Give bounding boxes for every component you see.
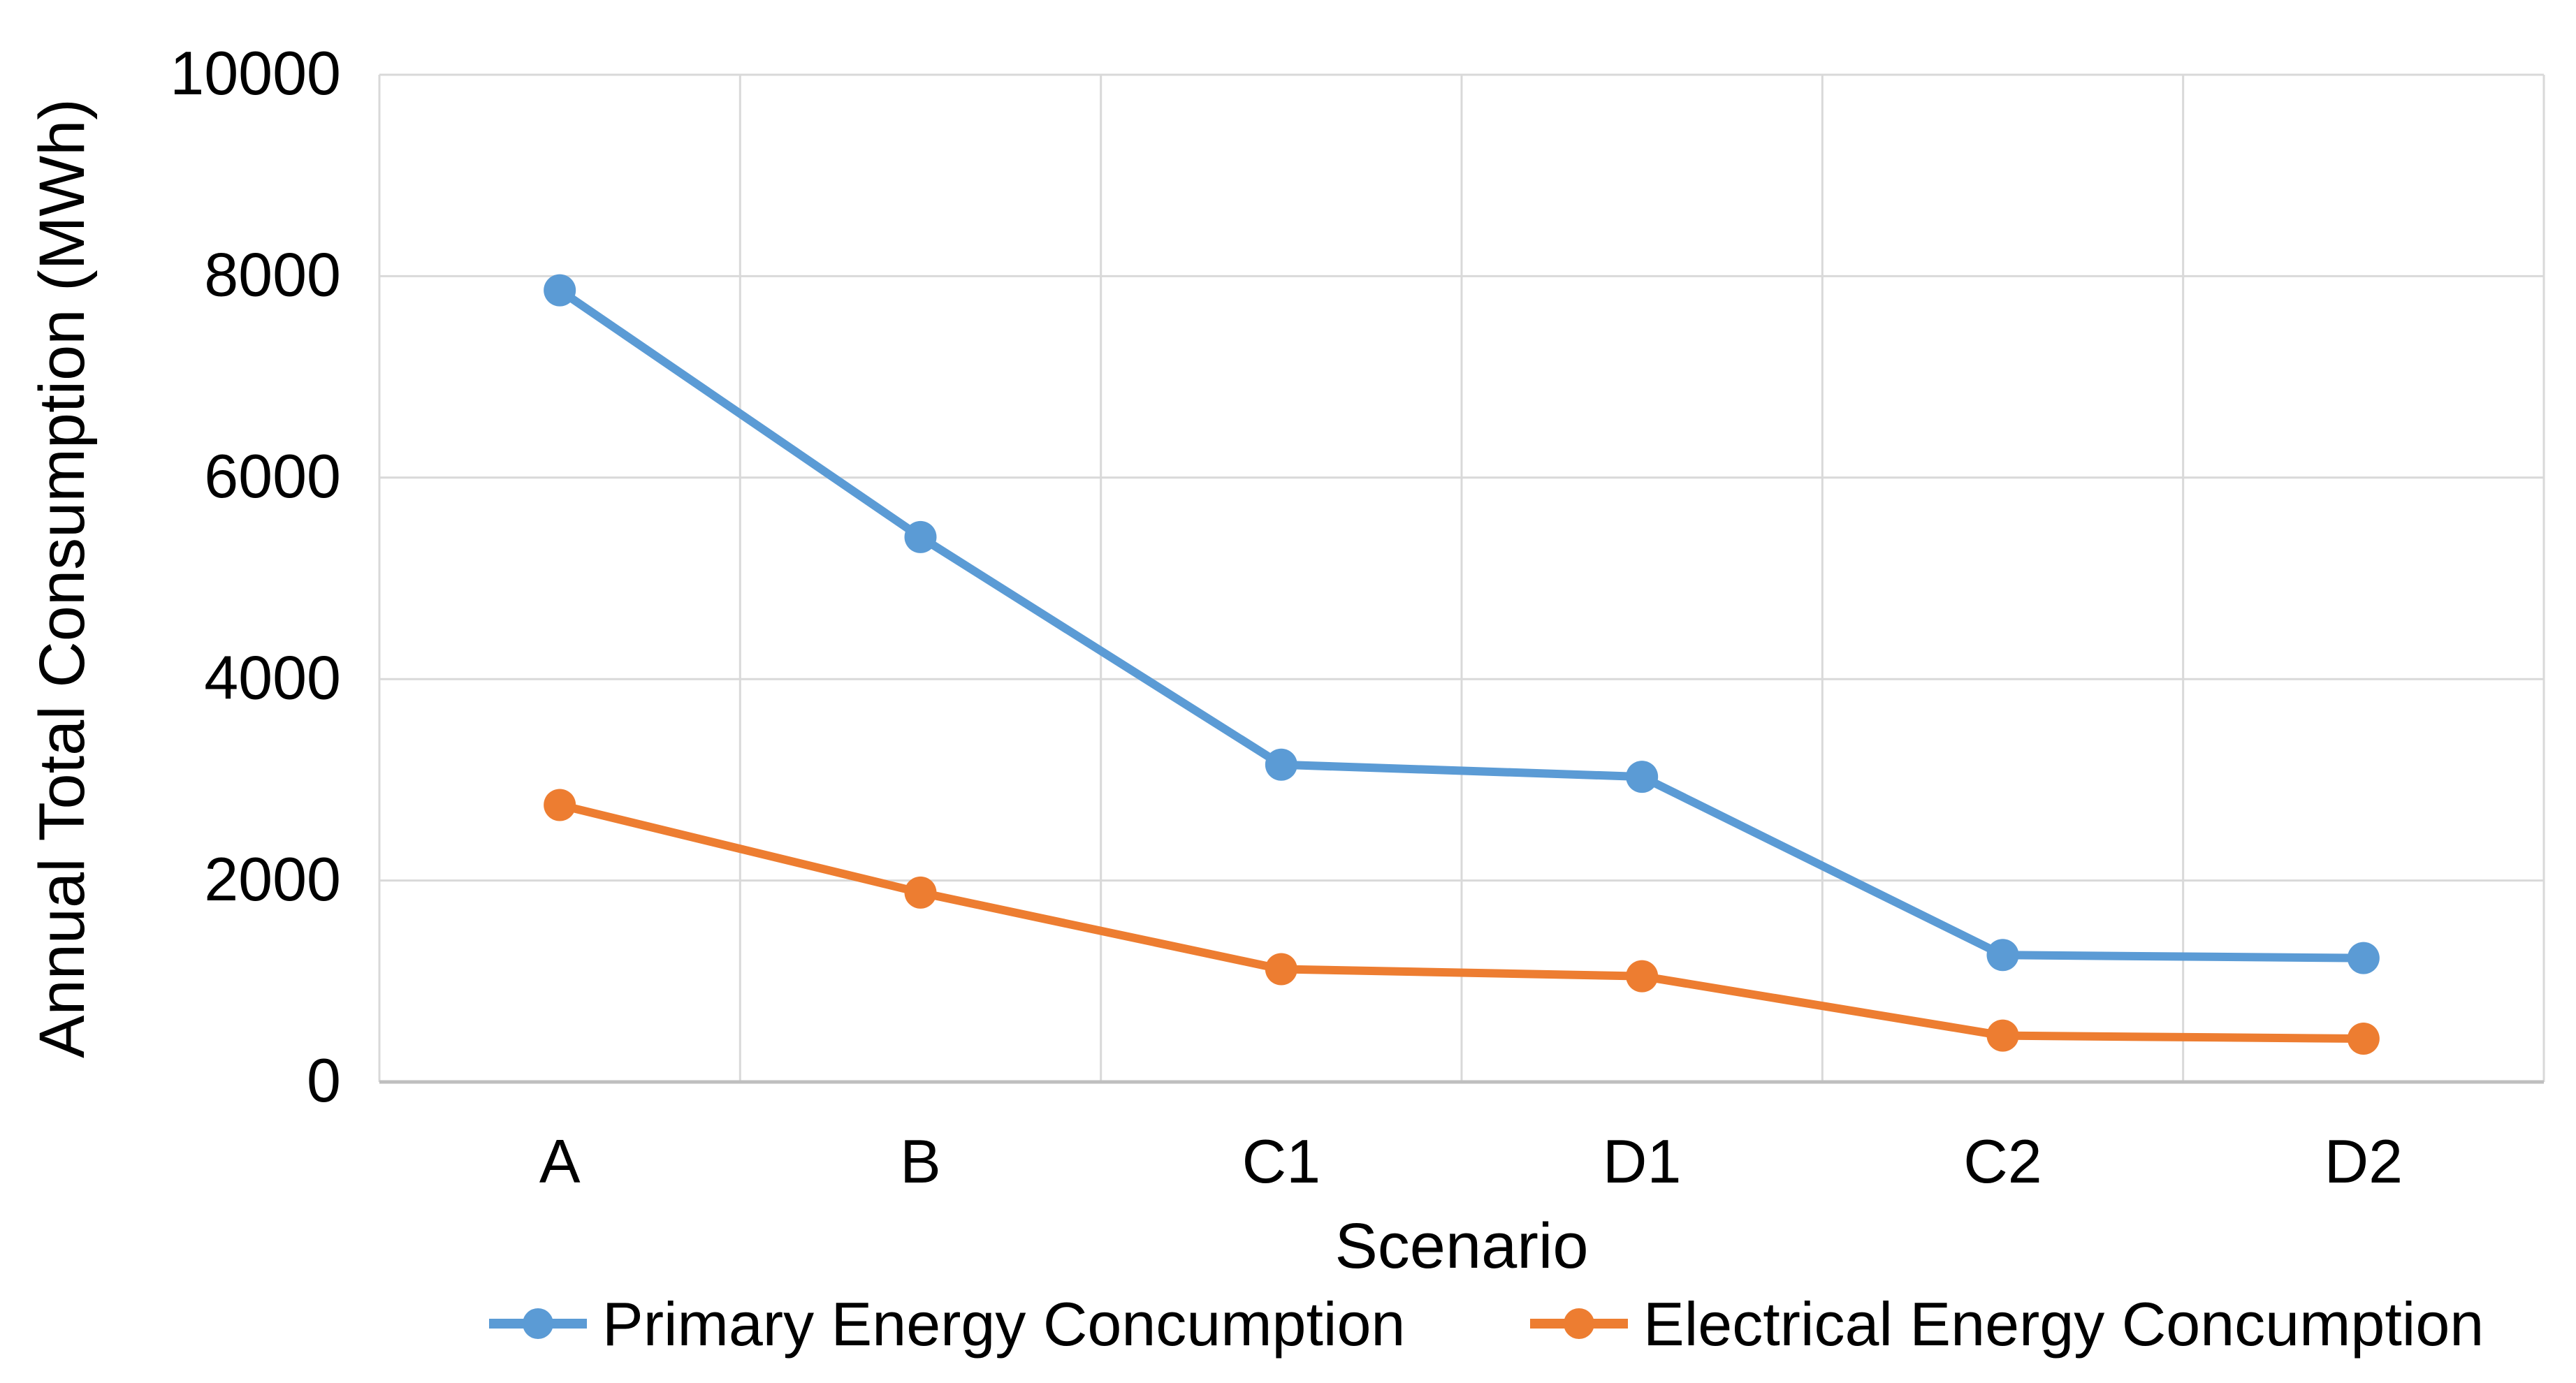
data-point-marker xyxy=(904,520,937,553)
x-axis-title: Scenario xyxy=(1334,1210,1588,1282)
y-tick-label: 4000 xyxy=(204,643,341,712)
y-tick-label: 0 xyxy=(307,1046,341,1115)
legend-dot-marker xyxy=(523,1308,553,1339)
legend-item-primary-energy[interactable]: Primary Energy Concumption xyxy=(489,1289,1405,1359)
data-point-marker xyxy=(1626,761,1659,793)
gridlines xyxy=(378,73,2545,1082)
x-tick-label: B xyxy=(900,1127,941,1196)
legend-dot-marker xyxy=(1564,1308,1594,1339)
y-tick-label: 2000 xyxy=(204,844,341,914)
legend-label-electrical: Electrical Energy Concumption xyxy=(1643,1289,2484,1359)
data-point-marker xyxy=(904,876,937,909)
legend-label-primary: Primary Energy Concumption xyxy=(602,1289,1405,1359)
y-tick-label: 10000 xyxy=(170,38,341,108)
data-point-marker xyxy=(544,789,576,821)
series-line-1 xyxy=(555,800,2368,1043)
x-axis-tick-labels: A B C1 D1 C2 D2 xyxy=(539,1127,2403,1196)
data-point-marker xyxy=(1626,960,1659,993)
data-point-marker xyxy=(544,274,576,307)
legend-item-electrical-energy[interactable]: Electrical Energy Concumption xyxy=(1530,1289,2484,1359)
series-line-0 xyxy=(555,286,2368,963)
data-series xyxy=(544,274,2380,1055)
data-point-marker xyxy=(1986,1019,2019,1052)
y-tick-label: 6000 xyxy=(204,441,341,511)
data-point-marker xyxy=(2347,1022,2380,1055)
data-point-marker xyxy=(1265,953,1297,986)
y-axis-title: Annual Total Consumption (MWh) xyxy=(27,98,98,1058)
data-point-marker xyxy=(2347,942,2380,974)
data-point-marker xyxy=(1986,939,2019,972)
legend: Primary Energy Concumption Electrical En… xyxy=(489,1289,2484,1359)
y-tick-label: 8000 xyxy=(204,240,341,309)
x-tick-label: D2 xyxy=(2324,1127,2403,1196)
x-tick-label: C1 xyxy=(1242,1127,1321,1196)
y-axis-tick-labels: 0 2000 4000 6000 8000 10000 xyxy=(170,38,341,1115)
data-point-marker xyxy=(1265,748,1297,781)
x-tick-label: D1 xyxy=(1603,1127,1682,1196)
x-tick-label: C2 xyxy=(1963,1127,2042,1196)
x-tick-label: A xyxy=(539,1127,581,1196)
